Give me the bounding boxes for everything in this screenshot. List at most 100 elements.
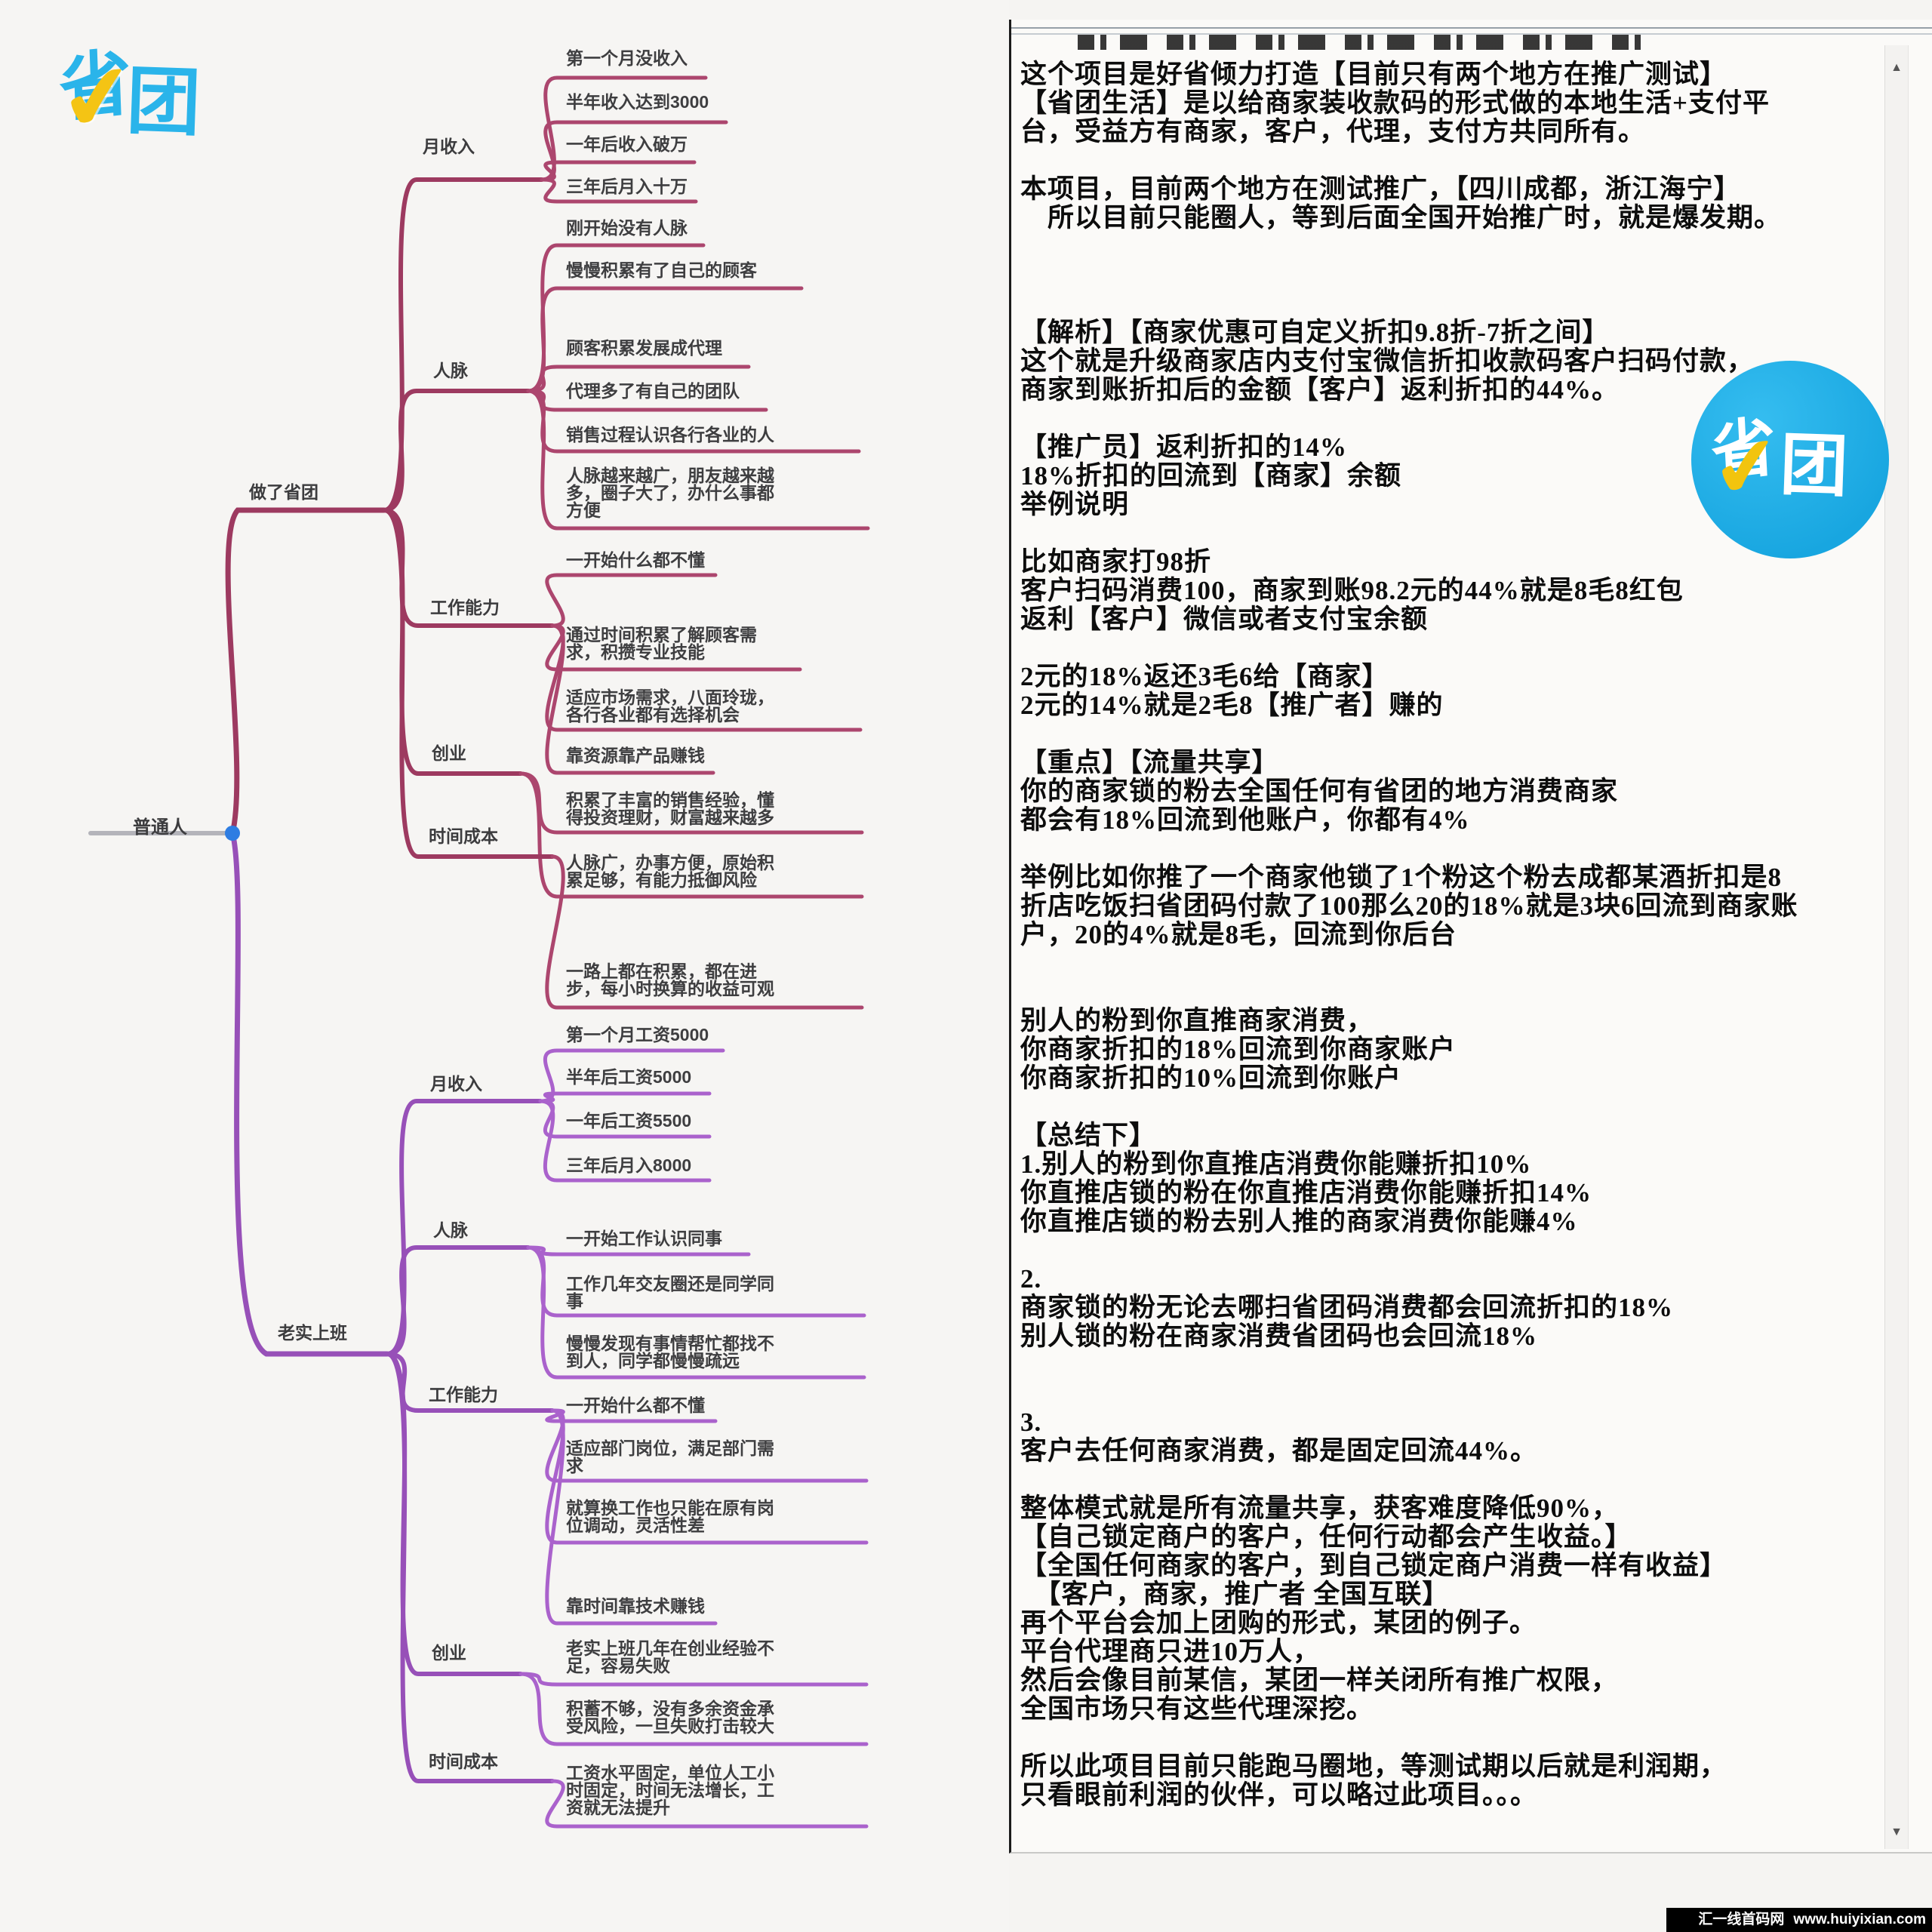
- mindmap-branch-label: 做了省团: [249, 482, 318, 502]
- panel-top-border: [1011, 27, 1932, 35]
- panel-text-line: 户，20的4%就是8毛，回流到你后台: [1020, 920, 1457, 949]
- mindmap-leaf-node: 就算换工作也只能在原有岗位调动，灵活性差: [566, 1498, 774, 1535]
- mindmap-root-node: 普通人: [133, 817, 187, 838]
- mindmap-leaf-node: 销售过程认识各行各业的人: [566, 425, 774, 445]
- logo-check-icon: ✔: [54, 43, 142, 153]
- shengtuan-badge: 省 团 ✔: [1691, 361, 1889, 558]
- panel-text-line: 【客户，商家，推广者 全国互联】: [1020, 1580, 1450, 1609]
- mindmap-leaf-node: 半年收入达到3000: [566, 92, 709, 112]
- mindmap-branch-line: [526, 286, 804, 393]
- mindmap-branch-line: [545, 623, 715, 775]
- panel-text-line: 1.别人的粉到你直推店消费你能赚折扣10%: [1020, 1149, 1532, 1179]
- panel-text-line: 你商家折扣的10%回流到你账户: [1020, 1063, 1402, 1093]
- mindmap-branch-line: [538, 1091, 712, 1103]
- panel-text-line: 这个就是升级商家店内支付宝微信折扣收款码客户扫码付款，: [1020, 346, 1755, 376]
- panel-text-line: 商家到账折扣后的金额【客户】返利折扣的44%。: [1020, 375, 1620, 405]
- mindmap-branch-line: [382, 508, 555, 859]
- panel-text-line: 举例说明: [1020, 490, 1130, 519]
- mindmap-branch-line: [526, 1245, 751, 1257]
- panel-text-line: 比如商家打98折: [1020, 547, 1212, 577]
- mindmap-leaf-node: 适应市场需求，八面玲珑，各行各业都有选择机会: [566, 688, 774, 724]
- mindmap-branch-line: [540, 177, 698, 204]
- mindmap-branch-line: [385, 1099, 543, 1356]
- mindmap-leaf-node: 一年后收入破万: [566, 134, 688, 154]
- mindmap-leaf-node: 一开始什么都不懂: [566, 1395, 705, 1415]
- mindmap-leaf-node: 刚开始没有人脉: [566, 218, 688, 238]
- mindmap-leaf-node: 一开始工作认识同事: [566, 1229, 722, 1248]
- mindmap-branch-line: [382, 177, 544, 512]
- panel-text-line: 别人锁的粉在商家消费省团码也会回流18%: [1020, 1321, 1538, 1351]
- mindmap-branch-line: [385, 1352, 555, 1783]
- mindmap-connector-lines: [88, 75, 870, 1829]
- mindmap-canvas: 省 团 ✔ 普通人 做了省团 月收入 第一个月没收入 半年收入达到3000 一年后收入破…: [53, 17, 870, 1829]
- clipped-text-fragments: [1078, 35, 1651, 50]
- mindmap-group-label: 创业: [432, 743, 466, 763]
- panel-text-line: 整体模式就是所有流量共享，获客难度降低90%，: [1020, 1494, 1620, 1523]
- panel-text-line: 再个平台会加上团购的形式，某团的例子。: [1020, 1608, 1537, 1638]
- panel-text-line: 2元的14%就是2毛8【推广者】赚的: [1020, 691, 1444, 720]
- mindmap-branch-line: [526, 389, 870, 531]
- mindmap-leaf-node: 工资水平固定，单位人工小时固定，时间无法增长，工资就无法提升: [566, 1763, 774, 1817]
- panel-text-line: 【解析】【商家优惠可自定义折扣9.8折-7折之间】: [1020, 318, 1610, 347]
- mindmap-group-label: 时间成本: [429, 1752, 498, 1771]
- panel-text-line: 本项目，目前两个地方在测试推广，【四川成都，浙江海宁】: [1020, 174, 1741, 204]
- mindmap-leaf-node: 一年后工资5500: [566, 1111, 692, 1131]
- mindmap-leaf-node: 适应部门岗位，满足部门需求: [566, 1438, 774, 1475]
- shengtuan-logo: 省 团 ✔: [53, 17, 219, 152]
- panel-text-line: 【重点】【流量共享】: [1020, 748, 1279, 777]
- mindmap-branch-line: [545, 854, 864, 1010]
- mindmap-branch-line: [518, 1672, 869, 1746]
- panel-text-line: 【省团生活】是以给商家装收款码的形式做的本地生活+支付平: [1020, 88, 1770, 118]
- mindmap-leaf-node: 代理多了有自己的团队: [566, 381, 740, 401]
- mindmap-branch-line: [545, 573, 718, 628]
- panel-text-line: 你直推店锁的粉在你直推店消费你能赚折扣14%: [1020, 1178, 1592, 1208]
- scroll-up-icon[interactable]: ▲: [1890, 61, 1903, 74]
- mindmap-leaf-node: 三年后月入8000: [566, 1155, 692, 1175]
- mindmap-leaf-node: 靠时间靠技术赚钱: [566, 1596, 705, 1616]
- panel-text-line: 别人的粉到你直推商家消费，: [1020, 1006, 1374, 1035]
- mindmap-leaf-node: 慢慢发现有事情帮忙都找不到人，同学都慢慢疏远: [566, 1334, 774, 1371]
- panel-text-line: 【总结下】: [1020, 1121, 1157, 1150]
- mindmap-group-label: 人脉: [433, 361, 468, 380]
- badge-char-tuan: 团: [1778, 427, 1850, 506]
- scroll-down-icon[interactable]: ▼: [1890, 1826, 1903, 1838]
- mindmap-branch-line: [526, 1245, 866, 1380]
- mindmap-branch-line: [518, 1672, 869, 1687]
- mindmap-branch-line: [229, 830, 390, 1357]
- watermark-url: www.huiyixian.com: [1793, 1912, 1926, 1927]
- panel-text-line: 折店吃饭扫省团码付款了100那么20的18%就是3块6回流到商家账: [1020, 891, 1798, 921]
- panel-text-line: 所以此项目目前只能跑马圈地，等测试期以后就是利润期，: [1020, 1752, 1727, 1781]
- panel-text-line: 18%折扣的回流到【商家】余额: [1020, 461, 1402, 491]
- panel-text-line: 2元的18%返还3毛6给【商家】: [1020, 662, 1389, 691]
- panel-text-line: 这个项目是好省倾力打造【目前只有两个地方在推广测试】: [1020, 60, 1727, 89]
- mindmap-group-label: 时间成本: [429, 826, 498, 846]
- mindmap-leaf-node: 人脉广，办事方便，原始积累足够，有能力抵御风险: [566, 853, 774, 890]
- mindmap-group-label: 创业: [432, 1643, 466, 1663]
- scrollbar-track[interactable]: ▲ ▼: [1884, 45, 1909, 1849]
- watermark-bar: 汇一线首码网 www.huiyixian.com: [1666, 1908, 1932, 1932]
- mindmap-group-label: 工作能力: [429, 1385, 498, 1404]
- panel-text-line: 客户扫码消费100，商家到账98.2元的44%就是8毛8红包: [1020, 576, 1684, 605]
- panel-text-line: 商家锁的粉无论去哪扫省团码消费都会回流折扣的18%: [1020, 1293, 1674, 1322]
- mindmap-leaf-node: 老实上班几年在创业经验不足，容易失败: [566, 1638, 774, 1675]
- panel-text-line: 平台代理商只进10万人，: [1020, 1637, 1321, 1666]
- mindmap-group-label: 工作能力: [430, 598, 500, 617]
- panel-text-line: 【全国任何商家的客户，到自己锁定商户消费一样有收益】: [1020, 1551, 1727, 1580]
- mindmap-leaf-node: 人脉越来越广，朋友越来越多，圈子大了，办什么事都方便: [566, 466, 774, 520]
- mindmap-branch-line: [518, 771, 864, 899]
- panel-text-line: 然后会像目前某信，某团一样关闭所有推广权限，: [1020, 1666, 1619, 1695]
- mindmap-branch-line: [382, 389, 531, 512]
- mindmap-leaf-node: 顾客积累发展成代理: [566, 338, 722, 358]
- text-panel: 这个项目是好省倾力打造【目前只有两个地方在推广测试】 【省团生活】是以给商家装收款…: [1009, 20, 1932, 1854]
- mindmap-branch-line: [540, 120, 728, 182]
- panel-text-line: 都会有18%回流到他账户，你都有4%: [1020, 805, 1470, 835]
- mindmap-leaf-node: 一路上都在积累，都在进步，每小时换算的收益可观: [566, 961, 774, 998]
- panel-text-line: 返利【客户】微信或者支付宝余额: [1020, 605, 1429, 634]
- panel-text-line: 你的商家锁的粉去全国任何有省团的地方消费商家: [1020, 777, 1619, 806]
- mindmap-group-label: 人脉: [433, 1220, 468, 1240]
- mindmap-leaf-node: 慢慢积累有了自己的顾客: [566, 260, 757, 280]
- mindmap-leaf-node: 第一个月没收入: [566, 48, 688, 68]
- panel-text-line: 台，受益方有商家，客户，代理，支付方共同所有。: [1020, 117, 1646, 146]
- panel-text-line: 举例比如你推了一个商家他锁了1个粉这个粉去成都某酒折扣是8: [1020, 863, 1783, 892]
- panel-text-line: 3.: [1020, 1407, 1042, 1437]
